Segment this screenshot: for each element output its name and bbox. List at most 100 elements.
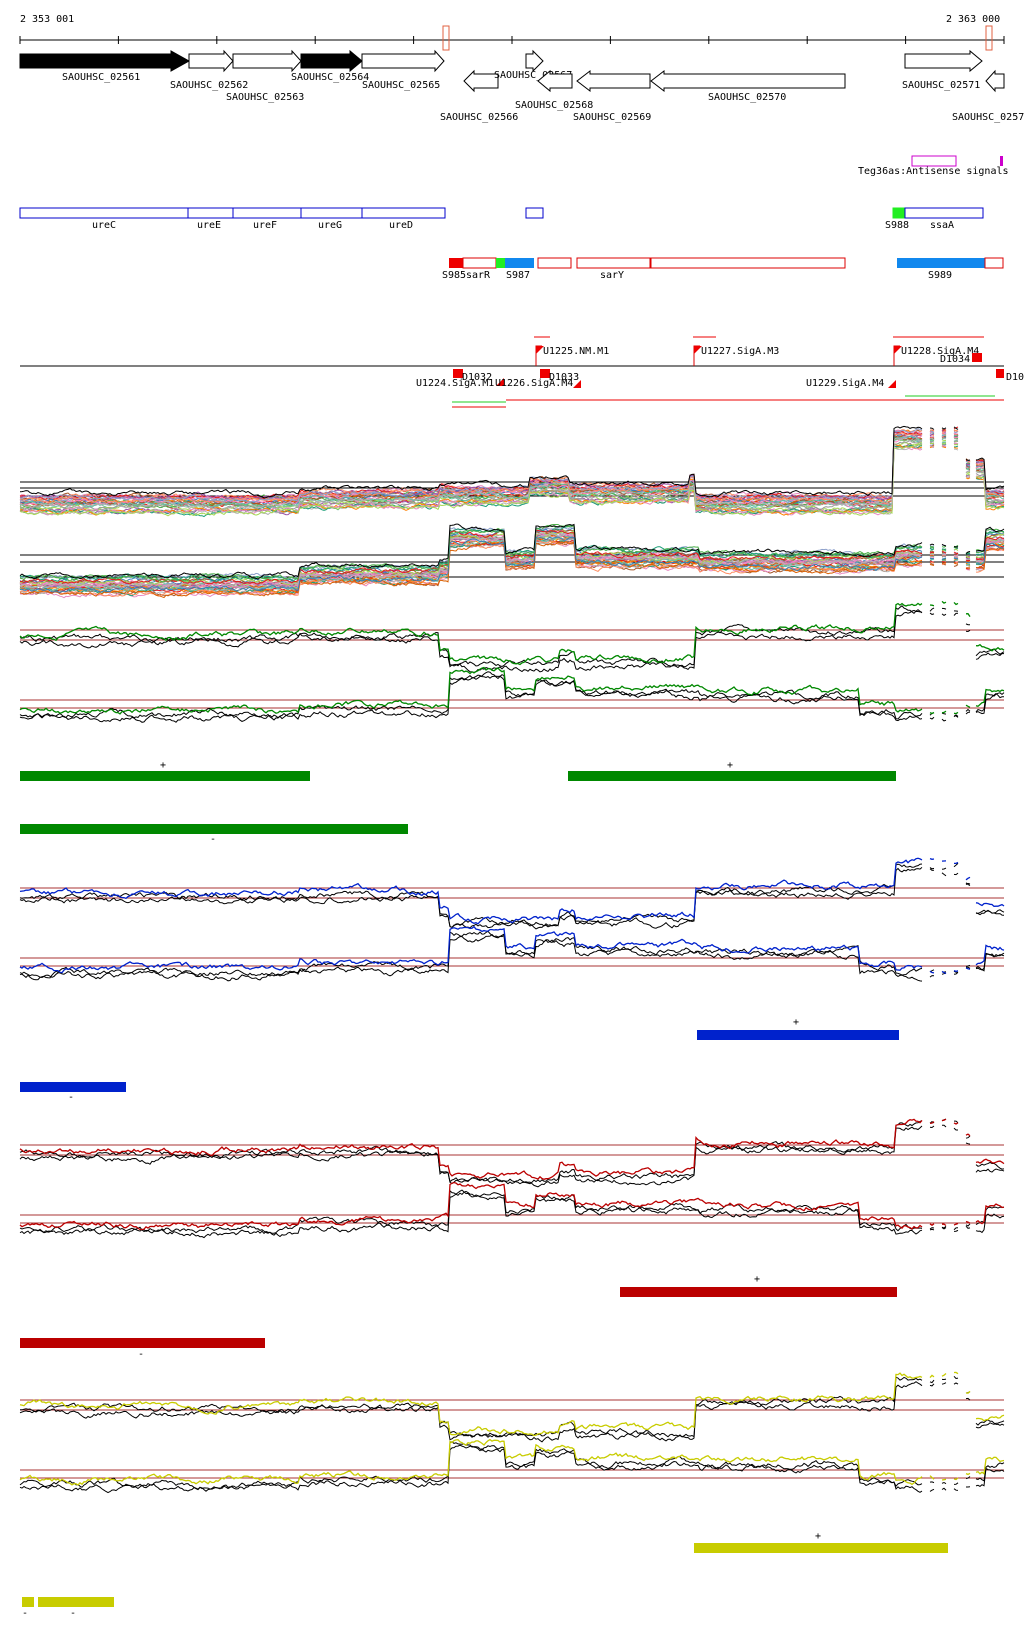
yellow-region-bar[interactable]	[38, 1597, 114, 1607]
red-region-bar[interactable]	[20, 1338, 265, 1348]
operon-box-S988[interactable]	[892, 207, 906, 219]
coordinate-ruler: 2 353 001 2 363 000	[19, 14, 1005, 51]
colored-trace	[19, 600, 1005, 666]
segment-label: sarY	[600, 270, 624, 281]
tss-label: D1033	[549, 372, 579, 383]
strand-plus-label: +	[754, 1274, 760, 1285]
gene-arrow-SAOUHSC_02567[interactable]	[525, 49, 544, 73]
gene-arrow-SAOUHSC_02565[interactable]	[361, 49, 445, 73]
coordinate-end: 2 363 000	[946, 14, 1000, 25]
condition-trace	[19, 523, 1005, 580]
coordinate-start: 2 353 001	[20, 14, 74, 25]
gene-label: SAOUHSC_02570	[708, 92, 786, 103]
operon-box-ureF[interactable]	[232, 207, 302, 219]
condition-trace	[19, 540, 1005, 599]
segment-label: S987	[506, 270, 530, 281]
operon-label: ureC	[92, 220, 116, 231]
antisense-label: Teg36as:Antisense signals	[858, 166, 1009, 177]
operon-label: ureD	[389, 220, 413, 231]
condition-trace	[19, 428, 1005, 503]
condition-trace	[19, 437, 1005, 511]
tss-label: D1032	[462, 372, 492, 383]
segment-S985[interactable]	[449, 258, 463, 268]
condition-trace	[19, 425, 1005, 499]
operon-label: S988	[885, 220, 909, 231]
operon-box-ureE[interactable]	[187, 207, 234, 219]
gene-arrow-SAOUHSC_02562[interactable]	[188, 49, 234, 73]
colored-trace	[19, 857, 1005, 925]
condition-trace	[19, 442, 1005, 517]
gene-arrow-SAOUHSC_02569[interactable]	[576, 69, 651, 93]
gene-label: SAOUHSC_02563	[226, 92, 304, 103]
black-trace	[19, 863, 1005, 928]
operon-box-ureG[interactable]	[300, 207, 363, 219]
segment-S989[interactable]	[897, 258, 985, 268]
black-trace	[19, 933, 1005, 982]
operon-box-ureC[interactable]	[19, 207, 189, 219]
black-trace	[19, 1375, 1005, 1438]
black-trace	[19, 671, 1005, 720]
condition-trace	[19, 531, 1005, 590]
black-trace	[19, 1381, 1005, 1443]
gene-arrow-SAOUHSC_02566[interactable]	[463, 69, 499, 93]
segment-sarY[interactable]	[576, 257, 651, 269]
red-region-bar[interactable]	[620, 1287, 897, 1297]
segment-box[interactable]	[537, 257, 572, 269]
strand-plus-label: +	[793, 1017, 799, 1028]
segment-S987-green[interactable]	[496, 258, 505, 268]
gene-arrow-SAOUHSC_02570[interactable]	[650, 69, 846, 93]
gene-arrow-SAOUHSC_0257[interactable]	[985, 69, 1005, 93]
strand-minus-label: -	[210, 834, 216, 845]
gene-arrow-SAOUHSC_02571[interactable]	[904, 49, 983, 73]
yellow-region-bar[interactable]	[22, 1597, 34, 1607]
segment-S987[interactable]	[505, 258, 534, 268]
antisense-track: Teg36as:Antisense signals	[858, 155, 1009, 177]
expression-profile-tracks	[19, 600, 1005, 1494]
gene-label: SAOUHSC_02569	[573, 112, 651, 123]
colored-trace	[19, 666, 1005, 715]
tss-label: U1224.SigA.M1	[416, 378, 494, 389]
strand-plus-label: +	[160, 760, 166, 771]
blue-region-bar[interactable]	[20, 1082, 126, 1092]
green-region-bar[interactable]	[568, 771, 896, 781]
condition-trace	[19, 534, 1005, 593]
segment-label: sarR	[466, 270, 491, 281]
green-region-bar[interactable]	[20, 824, 408, 834]
region-bars: + + - + - + - + - -	[20, 760, 948, 1619]
black-trace	[19, 930, 1005, 979]
colored-trace	[19, 1181, 1005, 1231]
black-trace	[19, 1124, 1005, 1188]
tss-label: D10	[1006, 372, 1024, 383]
gene-arrow-SAOUHSC_02564[interactable]	[300, 49, 363, 73]
black-trace	[19, 1441, 1005, 1490]
condition-trace	[19, 536, 1005, 594]
yellow-region-bar[interactable]	[694, 1543, 948, 1553]
blue-region-bar[interactable]	[697, 1030, 899, 1040]
segment-label: S989	[928, 270, 952, 281]
tss-label: U1226.SigA.M4	[495, 378, 573, 389]
green-region-bar[interactable]	[20, 771, 310, 781]
tss-label: U1227.SigA.M3	[701, 346, 779, 357]
gene-arrow-SAOUHSC_02563[interactable]	[232, 49, 302, 73]
operon-box-ssaA[interactable]	[904, 207, 984, 219]
segment-track: S985 sarR S987 sarY S989	[442, 257, 1004, 281]
strand-minus-label: -	[70, 1608, 76, 1619]
operon-track: ureC ureE ureF ureG ureD S988 ssaA	[19, 207, 984, 231]
strand-plus-label: +	[815, 1531, 821, 1542]
operon-box-ureD[interactable]	[361, 207, 446, 219]
colored-trace	[19, 1118, 1005, 1180]
segment-box[interactable]	[650, 257, 846, 269]
segment-box[interactable]	[984, 257, 1004, 269]
black-trace	[19, 1444, 1005, 1494]
black-trace	[19, 1189, 1005, 1234]
gene-arrow-SAOUHSC_02568[interactable]	[537, 69, 573, 93]
gene-label: SAOUHSC_02564	[291, 72, 369, 83]
gene-arrow-SAOUHSC_02561[interactable]	[19, 50, 191, 72]
operon-label: ureF	[253, 220, 277, 231]
gene-track: SAOUHSC_02561 SAOUHSC_02562 SAOUHSC_0256…	[19, 49, 1024, 123]
segment-sarR[interactable]	[462, 257, 497, 269]
tss-label: U1225.NM.M1	[543, 346, 609, 357]
condition-trace	[20, 429, 1005, 505]
operon-label: ureG	[318, 220, 342, 231]
operon-box-small[interactable]	[525, 207, 544, 219]
